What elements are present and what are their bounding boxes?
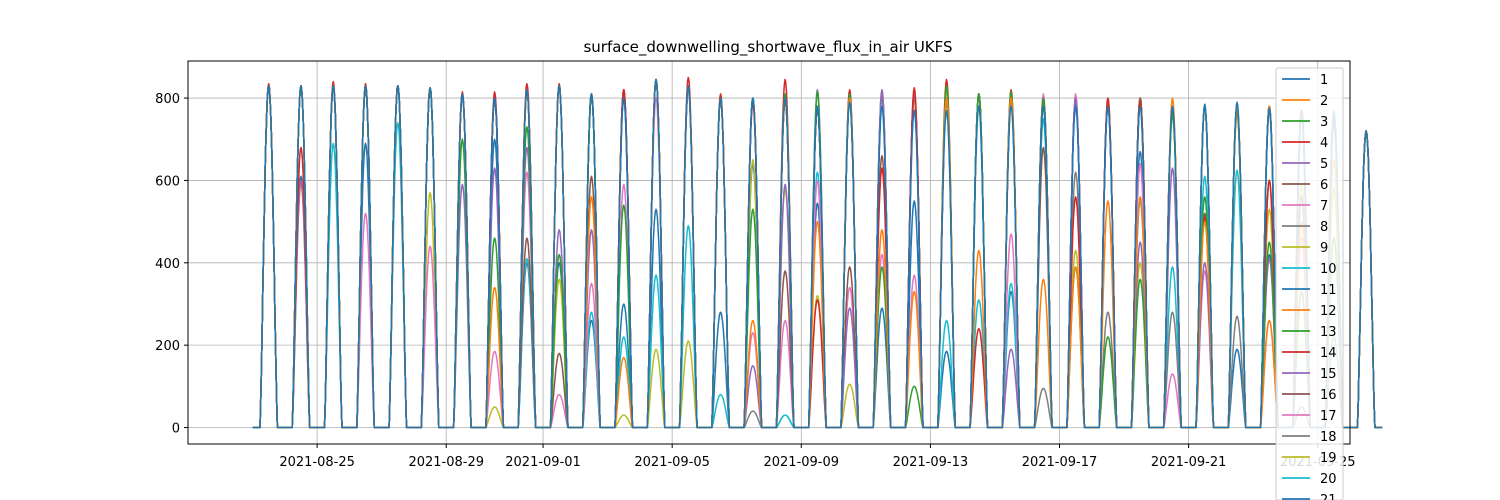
chart-title: surface_downwelling_shortwave_flux_in_ai… bbox=[583, 38, 952, 57]
legend-label: 19 bbox=[1320, 451, 1337, 466]
x-tick-label: 2021-09-21 bbox=[1151, 455, 1227, 470]
y-tick-label: 800 bbox=[155, 92, 180, 107]
legend-label: 12 bbox=[1320, 304, 1337, 319]
y-tick-label: 0 bbox=[172, 422, 180, 437]
legend-label: 4 bbox=[1320, 136, 1328, 151]
x-tick-label: 2021-09-05 bbox=[634, 455, 710, 470]
legend-box bbox=[1275, 67, 1344, 500]
series-line-1 bbox=[252, 78, 1383, 429]
legend-label: 7 bbox=[1320, 199, 1328, 214]
legend-label: 6 bbox=[1320, 178, 1328, 193]
x-axis-ticks: 2021-08-25 2021-08-29 2021-09-01 2021-09-05… bbox=[279, 444, 1356, 470]
legend-label: 14 bbox=[1320, 346, 1337, 361]
legend-label: 20 bbox=[1320, 472, 1337, 487]
x-tick-label: 2021-08-25 bbox=[279, 455, 355, 470]
series-lines bbox=[252, 76, 1383, 429]
x-tick-label: 2021-09-13 bbox=[893, 455, 969, 470]
legend-label: 21 bbox=[1320, 493, 1337, 500]
y-tick-label: 200 bbox=[155, 339, 180, 354]
x-tick-label: 2021-09-17 bbox=[1022, 455, 1098, 470]
legend-label: 2 bbox=[1320, 94, 1328, 109]
legend-label: 17 bbox=[1320, 409, 1337, 424]
legend-label: 13 bbox=[1320, 325, 1337, 340]
y-axis-ticks: 0 200 400 600 800 bbox=[155, 92, 188, 437]
x-tick-label: 2021-09-01 bbox=[505, 455, 581, 470]
legend-label: 18 bbox=[1320, 430, 1337, 445]
legend-label: 1 bbox=[1320, 73, 1328, 88]
y-tick-label: 400 bbox=[155, 257, 180, 272]
legend-label: 3 bbox=[1320, 115, 1328, 130]
legend-label: 9 bbox=[1320, 241, 1328, 256]
legend-label: 16 bbox=[1320, 388, 1337, 403]
legend-label: 8 bbox=[1320, 220, 1328, 235]
legend-label: 15 bbox=[1320, 367, 1337, 382]
legend-label: 10 bbox=[1320, 262, 1337, 277]
legend-label: 11 bbox=[1320, 283, 1337, 298]
plot-frame bbox=[187, 60, 1351, 445]
x-tick-label: 2021-08-29 bbox=[408, 455, 484, 470]
legend-label: 5 bbox=[1320, 157, 1328, 172]
legend: 123456789101112131415161718192021 bbox=[1275, 67, 1344, 500]
x-tick-label: 2021-09-09 bbox=[763, 455, 839, 470]
y-tick-label: 600 bbox=[155, 174, 180, 189]
